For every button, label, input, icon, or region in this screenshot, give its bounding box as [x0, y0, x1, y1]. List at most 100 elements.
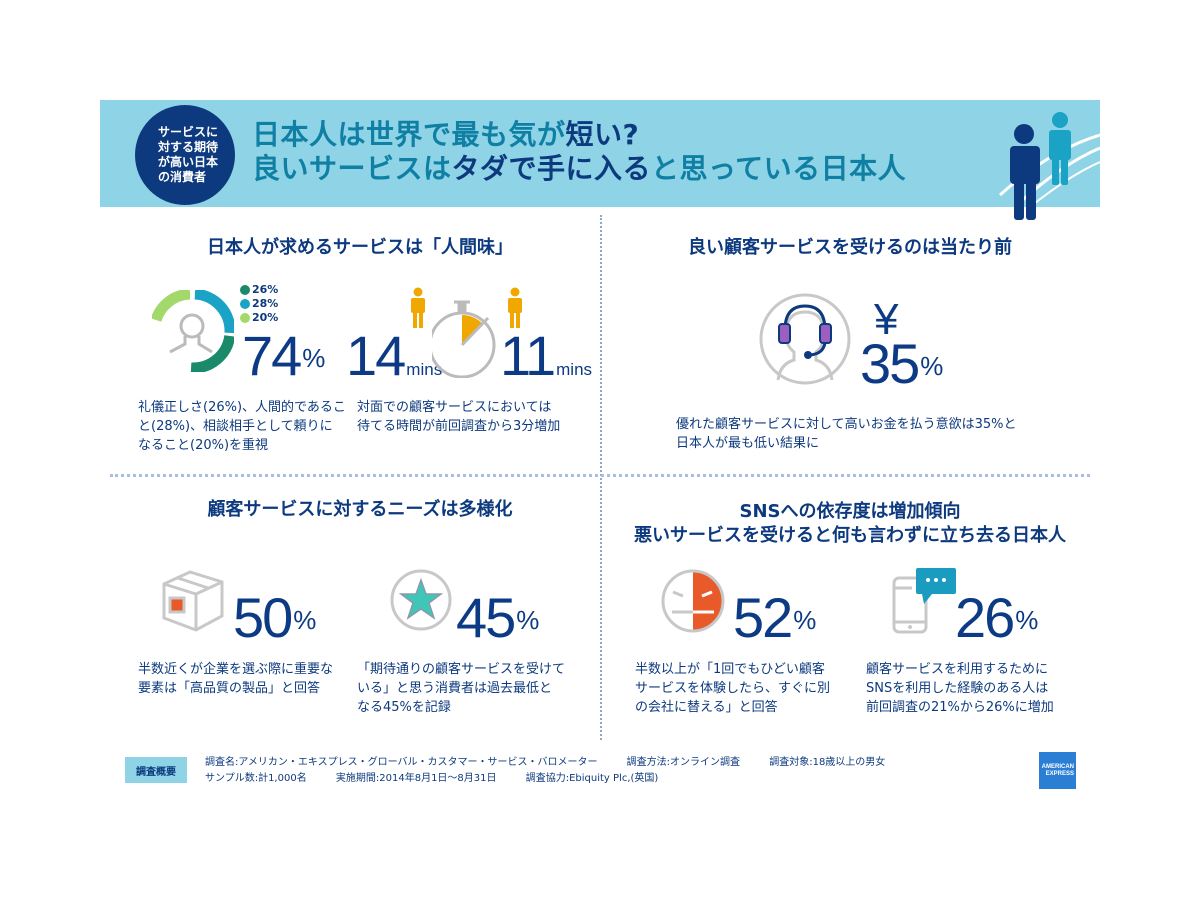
badge-line: が高い日本	[157, 155, 218, 169]
title-segment: と思っている日本人	[651, 152, 907, 185]
legend-label: 26%	[252, 283, 279, 296]
stat-26-percent: 26%	[955, 590, 1038, 646]
survey-details-line-2: サンプル数:計1,000名 実施期間:2014年8月1日〜8月31日 調査協力:…	[205, 771, 911, 787]
survey-period: 実施期間:2014年8月1日〜8月31日	[335, 773, 497, 784]
logo-text: AMERICAN	[1041, 763, 1074, 771]
amex-logo: AMERICAN EXPRESS	[1039, 752, 1076, 789]
section-title-sns: SNSへの依存度は増加傾向 悪いサービスを受けると何も言わずに立ち去る日本人	[610, 500, 1090, 548]
survey-method: 調査方法:オンライン調査	[626, 757, 741, 768]
desc-line: と(28%)、相談相手として頼りに	[138, 419, 333, 434]
legend-label: 20%	[252, 311, 279, 324]
stat-unit: mins	[406, 360, 443, 379]
stat-unit: %	[302, 343, 326, 373]
stat-unit: %	[920, 351, 944, 381]
title-segment: 日本人は世界で最も気が	[252, 118, 566, 151]
desc-line: の会社に替える」と回答	[635, 700, 778, 715]
section-title-line: SNSへの依存度は増加傾向	[739, 501, 961, 522]
desc-line: 待てる時間が前回調査から3分増加	[357, 419, 561, 434]
section-title-human-touch: 日本人が求めるサービスは「人間味」	[207, 237, 513, 258]
switch-company-description: 半数以上が「1回でもひどい顧客 サービスを体験したら、すぐに別 の会社に替える」…	[635, 660, 830, 717]
section-title-line: 悪いサービスを受けると何も言わずに立ち去る日本人	[634, 525, 1066, 546]
desc-line: 顧客サービスを利用するために	[866, 662, 1049, 677]
logo-text: EXPRESS	[1045, 770, 1074, 778]
stat-52-percent: 52%	[733, 590, 816, 646]
title-line-1: 日本人は世界で最も気が短い?	[252, 118, 906, 152]
header-badge: サービスに 対する期待 が高い日本 の消費者	[135, 105, 235, 205]
stat-45-percent: 45%	[456, 590, 539, 646]
headset-operator-icon	[759, 293, 851, 385]
sns-usage-description: 顧客サービスを利用するために SNSを利用した経験のある人は 前回調査の21%か…	[866, 660, 1054, 717]
survey-partner: 調査協力:Ebiquity Plc,(英国)	[525, 773, 659, 784]
title-segment: タダで手に入る	[451, 152, 652, 185]
vertical-divider	[600, 215, 602, 740]
desc-line: 前回調査の21%から26%に増加	[866, 700, 1054, 715]
desc-line: なること(20%)を重視	[138, 438, 269, 453]
title-line-2: 良いサービスはタダで手に入ると思っている日本人	[252, 152, 906, 186]
survey-details-line-1: 調査名:アメリカン・エキスプレス・グローバル・カスタマー・サービス・バロメーター…	[205, 755, 911, 771]
desc-line: いる」と思う消費者は過去最低と	[357, 681, 553, 696]
desc-line: 半数以上が「1回でもひどい顧客	[635, 662, 825, 677]
page-title: 日本人は世界で最も気が短い? 良いサービスはタダで手に入ると思っている日本人	[252, 118, 906, 186]
stat-wait-after: 11 mins	[500, 328, 592, 398]
survey-target: 調査対象:18歳以上の男女	[769, 757, 886, 768]
stat-unit: %	[293, 605, 317, 635]
person-amber-icon	[508, 287, 522, 328]
people-walking-icon	[998, 112, 1100, 220]
stat-value: 11	[500, 324, 556, 387]
stat-74-percent: 74%	[242, 328, 325, 384]
stat-value: 26	[955, 586, 1015, 649]
badge-line: 対する期待	[157, 140, 218, 154]
section-title-good-service: 良い顧客サービスを受けるのは当たり前	[688, 237, 1012, 258]
donut-legend: 26% 28% 20%	[240, 283, 278, 325]
desc-line: 「期待通りの顧客サービスを受けて	[357, 662, 566, 677]
smartphone-chat-icon	[892, 568, 956, 634]
star-rating-icon	[390, 569, 452, 631]
stat-unit: %	[793, 605, 817, 635]
yen-icon: ¥	[874, 295, 899, 344]
survey-details: 調査名:アメリカン・エキスプレス・グローバル・カスタマー・サービス・バロメーター…	[205, 755, 911, 787]
desc-line: 日本人が最も低い結果に	[676, 436, 820, 451]
desc-line: 対面での顧客サービスにおいては	[357, 400, 552, 415]
stat-value: 50	[233, 586, 293, 649]
legend-item: 26%	[240, 283, 278, 297]
survey-name: 調査名:アメリカン・エキスプレス・グローバル・カスタマー・サービス・バロメーター	[205, 757, 598, 768]
stopwatch-icon	[432, 300, 496, 378]
sample-size: サンプル数:計1,000名	[205, 773, 307, 784]
wait-time-description: 対面での顧客サービスにおいては 待てる時間が前回調査から3分増加	[357, 398, 560, 436]
annoyed-face-icon	[661, 569, 725, 633]
stat-unit: %	[1015, 605, 1039, 635]
header-banner: サービスに 対する期待 が高い日本 の消費者 日本人は世界で最も気が短い? 良い…	[100, 100, 1100, 220]
title-segment: 短い?	[565, 118, 640, 151]
product-box-icon	[162, 570, 224, 632]
desc-line: SNSを利用した経験のある人は	[866, 681, 1049, 696]
stat-value: 52	[733, 586, 793, 649]
desc-line: 礼儀正しさ(26%)、人間的であるこ	[138, 400, 346, 415]
stat-value: 74	[242, 324, 302, 387]
survey-summary-tag: 調査概要	[125, 757, 187, 783]
desc-line: 半数近くが企業を選ぶ際に重要な	[138, 662, 334, 677]
title-segment: 良いサービスは	[252, 152, 452, 185]
badge-line: サービスに	[157, 125, 218, 139]
legend-item: 20%	[240, 311, 278, 325]
stat-unit: mins	[556, 360, 593, 379]
desc-line: サービスを体験したら、すぐに別	[635, 681, 831, 696]
stat-value: 35	[860, 332, 920, 395]
stat-50-percent: 50%	[233, 590, 316, 646]
legend-dot-icon	[240, 313, 250, 323]
quality-product-description: 半数近くが企業を選ぶ際に重要な 要素は「高品質の製品」と回答	[138, 660, 333, 698]
horizontal-divider	[110, 474, 1090, 477]
stat-unit: %	[516, 605, 540, 635]
stat-wait-before: 14 mins	[346, 328, 442, 398]
desc-line: なる45%を記録	[357, 700, 451, 715]
legend-label: 28%	[252, 297, 279, 310]
expectation-description: 「期待通りの顧客サービスを受けて いる」と思う消費者は過去最低と なる45%を記…	[357, 660, 565, 717]
legend-item: 28%	[240, 297, 278, 311]
stat-value: 45	[456, 586, 516, 649]
human-touch-description: 礼儀正しさ(26%)、人間的であるこ と(28%)、相談相手として頼りに なるこ…	[138, 398, 346, 455]
legend-dot-icon	[240, 299, 250, 309]
stat-value: 14	[346, 324, 406, 387]
donut-chart-icon	[152, 290, 234, 372]
person-amber-icon	[411, 287, 425, 328]
legend-dot-icon	[240, 285, 250, 295]
badge-line: の消費者	[157, 170, 206, 184]
